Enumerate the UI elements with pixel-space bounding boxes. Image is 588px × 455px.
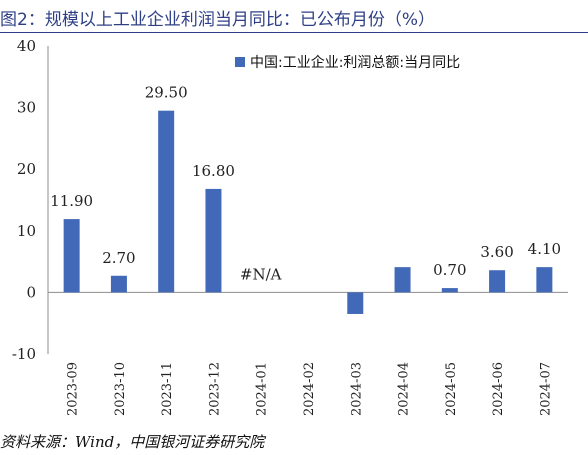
figure-title: 图2：规模以上工业企业利润当月同比：已公布月份（%）: [0, 10, 435, 30]
x-tick-label: 2023-09: [66, 362, 81, 416]
x-tick-label: 2024-04: [397, 362, 412, 416]
x-tick-label: 2023-10: [113, 362, 128, 416]
x-tick-label: 2024-03: [349, 362, 364, 416]
x-tick-label: 2023-12: [207, 362, 222, 416]
bar-series: [63, 110, 553, 314]
bar-2024-04: [394, 267, 411, 293]
y-tick-label: -10: [12, 345, 36, 363]
x-tick-label: 2024-07: [538, 362, 553, 416]
source-note: 资料来源：Wind，中国银河证券研究院: [0, 433, 265, 451]
data-labels: 11.90 2.70 29.50 16.80 #N/A 0.70 3.60 4.10: [50, 84, 561, 284]
x-tick-label: 2023-11: [160, 362, 175, 416]
data-label: #N/A: [240, 265, 282, 283]
y-tick-label: 20: [17, 160, 36, 178]
data-label: 2.70: [102, 249, 135, 267]
bar-2023-09: [63, 219, 80, 293]
y-tick-label: 10: [17, 222, 36, 240]
x-tick-label: 2024-02: [302, 362, 317, 416]
data-label: 0.70: [433, 261, 466, 279]
bar-2024-03: [347, 292, 364, 314]
data-label: 4.10: [528, 240, 561, 258]
legend: 中国:工业企业:利润总额:当月同比: [235, 54, 460, 71]
bar-2023-12: [205, 188, 222, 293]
data-label: 29.50: [145, 84, 188, 102]
y-tick-label: 0: [26, 283, 36, 301]
legend-swatch: [235, 57, 245, 67]
x-tick-label: 2024-05: [444, 362, 459, 416]
bar-2024-05: [441, 288, 458, 293]
bar-2023-11: [158, 110, 175, 293]
data-label: 16.80: [192, 162, 235, 180]
bar-2024-06: [489, 270, 506, 293]
y-axis: -10 0 10 20 30 40: [12, 37, 49, 363]
y-tick-label: 30: [17, 99, 36, 117]
x-tick-label: 2024-01: [255, 362, 270, 416]
x-axis: 2023-09 2023-10 2023-11 2023-12 2024-01 2024-…: [48, 291, 568, 416]
bar-2024-07: [536, 267, 553, 293]
data-label: 11.90: [50, 192, 93, 210]
title-underline: [0, 32, 588, 33]
data-label: 3.60: [480, 243, 513, 261]
bar-2023-10: [110, 275, 127, 293]
legend-label: 中国:工业企业:利润总额:当月同比: [250, 54, 460, 71]
y-tick-label: 40: [17, 37, 36, 55]
x-tick-label: 2024-06: [491, 362, 506, 416]
